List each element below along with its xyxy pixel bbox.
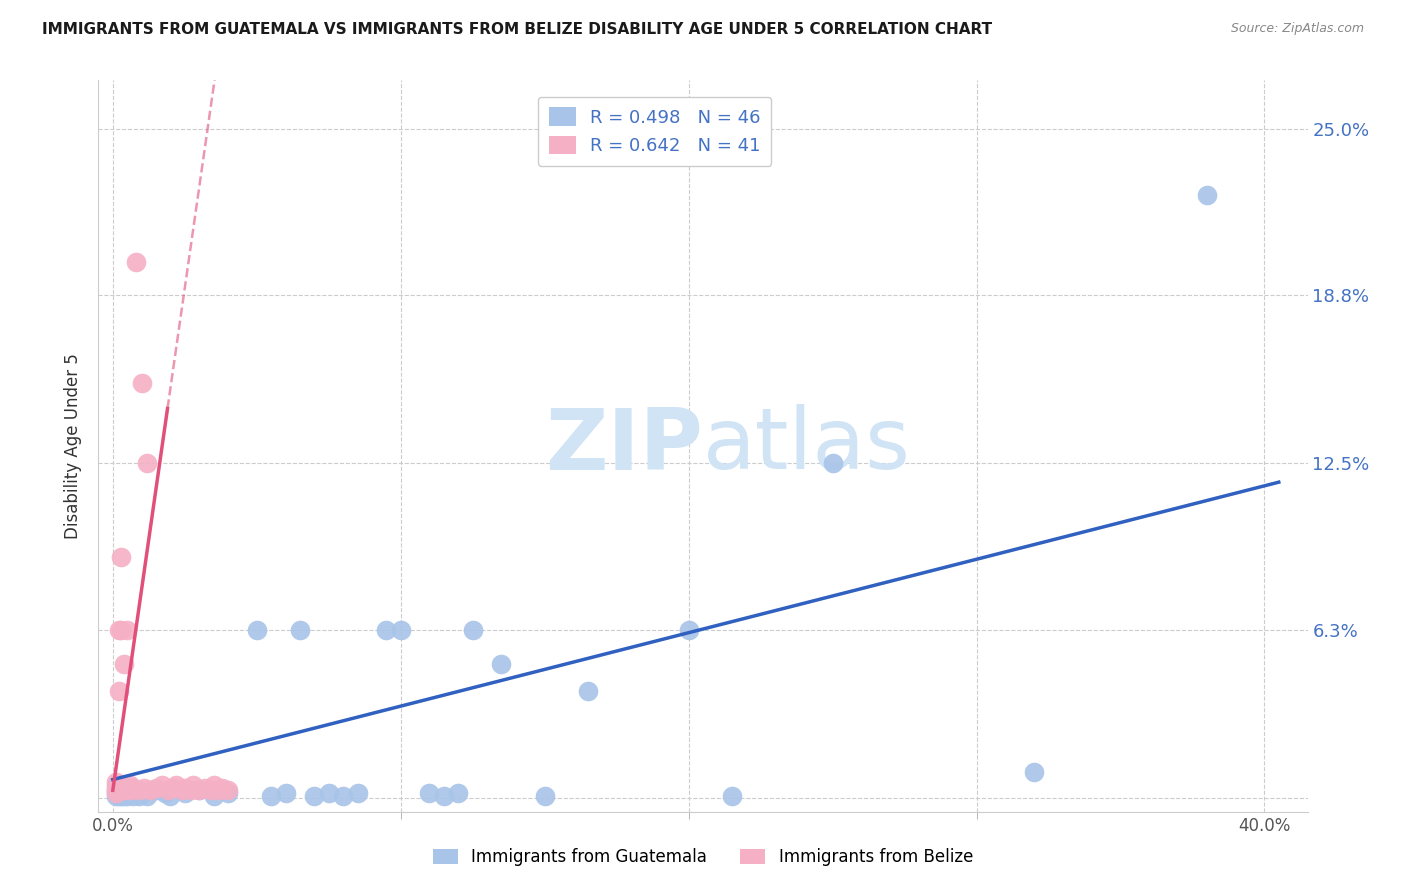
Point <box>491 657 513 672</box>
Text: ZIP: ZIP <box>546 404 703 488</box>
Point <box>1195 188 1218 202</box>
Point <box>139 783 162 797</box>
Point <box>200 783 222 797</box>
Point <box>173 780 195 795</box>
Point <box>533 789 555 803</box>
Point <box>274 786 297 800</box>
Point <box>173 786 195 800</box>
Legend: R = 0.498   N = 46, R = 0.642   N = 41: R = 0.498 N = 46, R = 0.642 N = 41 <box>537 96 772 166</box>
Point <box>202 789 225 803</box>
Point <box>217 786 239 800</box>
Point <box>107 623 129 637</box>
Point <box>115 789 138 803</box>
Point <box>433 789 456 803</box>
Point <box>188 783 211 797</box>
Point <box>125 255 148 269</box>
Point <box>131 376 153 390</box>
Point <box>120 778 142 792</box>
Point <box>122 789 145 803</box>
Point <box>122 780 145 795</box>
Point <box>120 786 142 800</box>
Point <box>115 623 138 637</box>
Point <box>112 783 135 797</box>
Point <box>104 780 127 795</box>
Point <box>104 783 127 797</box>
Point <box>115 786 138 800</box>
Point <box>332 789 354 803</box>
Point <box>162 780 184 795</box>
Point <box>110 789 132 803</box>
Y-axis label: Disability Age Under 5: Disability Age Under 5 <box>65 353 83 539</box>
Point <box>136 457 159 471</box>
Point <box>150 778 173 792</box>
Point <box>145 780 167 795</box>
Point <box>418 786 440 800</box>
Point <box>120 783 142 797</box>
Point <box>110 780 132 795</box>
Point <box>288 623 311 637</box>
Point <box>720 789 742 803</box>
Point <box>246 623 269 637</box>
Point <box>194 780 217 795</box>
Point <box>159 789 181 803</box>
Point <box>678 623 700 637</box>
Point <box>389 623 412 637</box>
Point <box>104 786 127 800</box>
Point <box>112 657 135 672</box>
Point <box>104 778 127 792</box>
Point <box>104 783 127 797</box>
Point <box>304 789 326 803</box>
Point <box>375 623 398 637</box>
Point <box>447 786 470 800</box>
Point <box>112 783 135 797</box>
Point <box>104 789 127 803</box>
Legend: Immigrants from Guatemala, Immigrants from Belize: Immigrants from Guatemala, Immigrants fr… <box>426 842 980 873</box>
Point <box>170 783 193 797</box>
Point <box>112 789 135 803</box>
Point <box>217 783 239 797</box>
Point <box>260 789 283 803</box>
Point <box>165 778 187 792</box>
Point <box>115 780 138 795</box>
Point <box>211 780 233 795</box>
Point <box>128 783 150 797</box>
Point <box>107 783 129 797</box>
Point <box>1022 764 1045 779</box>
Point <box>107 789 129 803</box>
Text: atlas: atlas <box>703 404 911 488</box>
Point <box>131 786 153 800</box>
Point <box>318 786 340 800</box>
Point <box>208 783 231 797</box>
Point <box>128 789 150 803</box>
Point <box>110 786 132 800</box>
Point <box>180 783 202 797</box>
Point <box>134 780 156 795</box>
Point <box>136 789 159 803</box>
Point <box>104 775 127 789</box>
Text: IMMIGRANTS FROM GUATEMALA VS IMMIGRANTS FROM BELIZE DISABILITY AGE UNDER 5 CORRE: IMMIGRANTS FROM GUATEMALA VS IMMIGRANTS … <box>42 22 993 37</box>
Point <box>202 778 225 792</box>
Point <box>107 786 129 800</box>
Point <box>346 786 368 800</box>
Point <box>156 783 179 797</box>
Point <box>461 623 484 637</box>
Point <box>188 783 211 797</box>
Point <box>104 786 127 800</box>
Point <box>183 778 205 792</box>
Point <box>145 783 167 797</box>
Text: Source: ZipAtlas.com: Source: ZipAtlas.com <box>1230 22 1364 36</box>
Point <box>125 786 148 800</box>
Point <box>107 684 129 698</box>
Point <box>107 778 129 792</box>
Point <box>576 684 599 698</box>
Point <box>153 786 176 800</box>
Point <box>110 623 132 637</box>
Point <box>110 550 132 565</box>
Point <box>821 457 844 471</box>
